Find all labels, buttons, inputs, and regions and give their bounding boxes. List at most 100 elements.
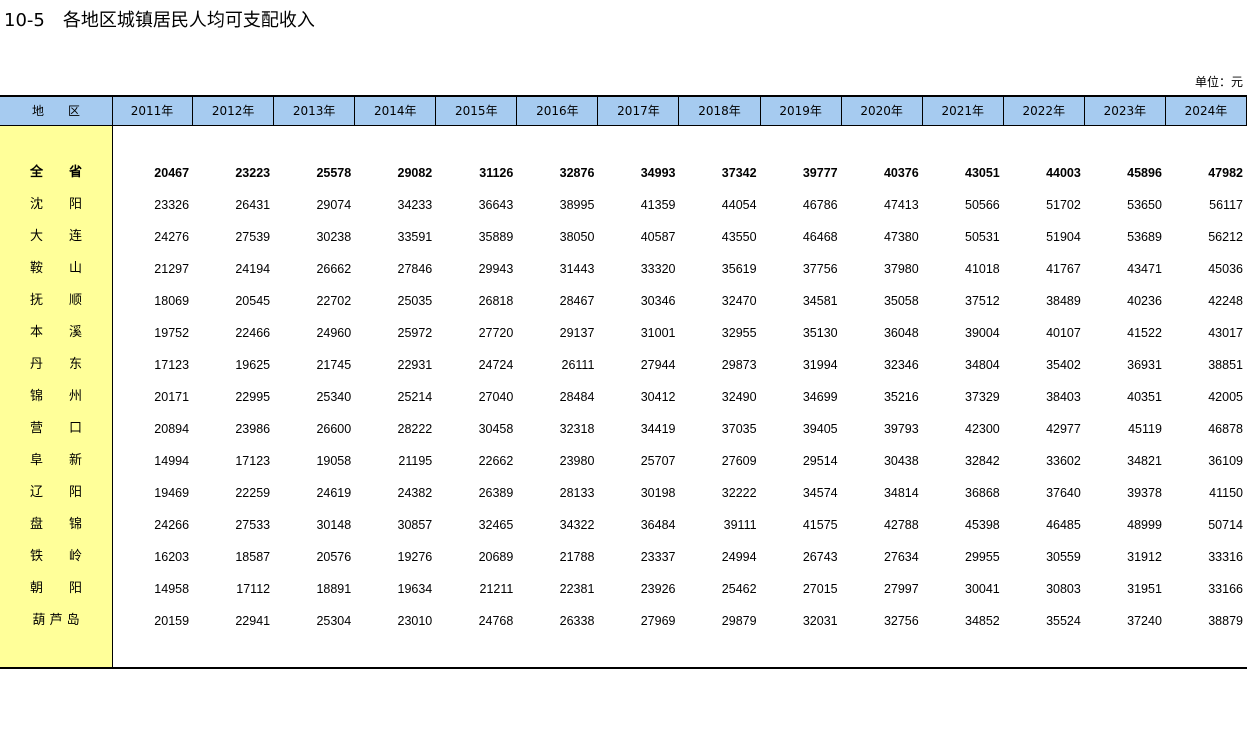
value-cell: 34581 (802, 294, 838, 308)
header-cell: 2021年 (923, 97, 1004, 125)
value-cell: 24768 (478, 614, 514, 628)
value-cell: 26431 (235, 198, 271, 212)
value-cell: 20467 (154, 166, 190, 180)
value-cell: 32756 (883, 614, 919, 628)
value-cell: 41359 (640, 198, 676, 212)
value-cell: 48999 (1127, 518, 1162, 532)
value-cell: 25972 (397, 326, 433, 340)
value-cell: 37342 (721, 166, 757, 180)
value-cell: 20894 (154, 422, 190, 436)
region-cell: 沈 阳 (29, 197, 82, 212)
value-cell: 38995 (559, 198, 595, 212)
value-cell: 19634 (397, 582, 433, 596)
value-cell: 36931 (1127, 358, 1162, 372)
value-cell: 26818 (478, 294, 514, 308)
value-cell: 31951 (1127, 582, 1162, 596)
value-cell: 20689 (478, 550, 514, 564)
value-cell: 30346 (640, 294, 676, 308)
value-cell: 26389 (478, 486, 514, 500)
value-cell: 36109 (1208, 454, 1243, 468)
value-cell: 45398 (965, 518, 1000, 532)
region-cell: 锦 州 (29, 389, 82, 404)
value-cell: 18069 (154, 294, 190, 308)
value-cell: 30803 (1046, 582, 1081, 596)
value-cell: 36484 (640, 518, 676, 532)
value-cell: 47413 (883, 198, 919, 212)
value-cell: 38403 (1046, 390, 1081, 404)
value-cell: 20171 (154, 390, 190, 404)
value-cell: 16203 (154, 550, 190, 564)
value-cell: 22702 (316, 294, 352, 308)
region-cell: 丹 东 (29, 357, 82, 372)
value-cell: 33320 (640, 262, 676, 276)
value-cell: 35130 (802, 326, 838, 340)
value-cell: 56117 (1209, 198, 1243, 212)
value-cell: 42005 (1208, 390, 1243, 404)
header-row (0, 95, 1247, 126)
value-cell: 24194 (235, 262, 271, 276)
value-cell: 44003 (1046, 166, 1081, 180)
region-cell: 盘 锦 (29, 517, 82, 532)
value-cell: 32318 (559, 422, 595, 436)
value-cell: 19625 (235, 358, 271, 372)
value-cell: 30148 (316, 518, 352, 532)
value-cell: 33166 (1208, 582, 1243, 596)
value-cell: 37240 (1127, 614, 1162, 628)
value-cell: 34814 (883, 486, 919, 500)
value-cell: 37756 (802, 262, 838, 276)
value-cell: 35216 (883, 390, 919, 404)
value-cell: 38851 (1208, 358, 1243, 372)
unit: 单位：元 (1194, 75, 1243, 89)
region-cell: 辽 阳 (29, 485, 82, 500)
value-cell: 27609 (721, 454, 757, 468)
value-cell: 30198 (640, 486, 676, 500)
value-cell: 43471 (1127, 262, 1162, 276)
value-cell: 20159 (154, 614, 190, 628)
value-cell: 32490 (721, 390, 757, 404)
value-cell: 27969 (640, 614, 676, 628)
value-cell: 34322 (559, 518, 595, 532)
value-cell: 30559 (1046, 550, 1081, 564)
value-cell: 33602 (1046, 454, 1081, 468)
value-cell: 40587 (640, 230, 676, 244)
value-cell: 25707 (640, 454, 676, 468)
value-cell: 42248 (1208, 294, 1243, 308)
value-cell: 27846 (397, 262, 433, 276)
value-cell: 25578 (316, 166, 352, 180)
value-cell: 29943 (478, 262, 514, 276)
header-cell: 2012年 (193, 97, 275, 125)
region-cell: 全 省 (29, 165, 82, 180)
value-cell: 34419 (640, 422, 676, 436)
value-cell: 40107 (1046, 326, 1081, 340)
value-cell: 22381 (559, 582, 595, 596)
value-cell: 35402 (1046, 358, 1081, 372)
value-cell: 29879 (721, 614, 757, 628)
value-cell: 25462 (721, 582, 757, 596)
value-cell: 21745 (316, 358, 352, 372)
value-cell: 24724 (478, 358, 514, 372)
value-cell: 23337 (640, 550, 676, 564)
value-cell: 37329 (965, 390, 1000, 404)
value-cell: 26743 (802, 550, 838, 564)
value-cell: 30238 (316, 230, 352, 244)
value-cell: 23986 (235, 422, 271, 436)
value-cell: 21788 (559, 550, 595, 564)
value-cell: 23223 (235, 166, 271, 180)
value-cell: 40236 (1127, 294, 1162, 308)
value-cell: 34993 (640, 166, 676, 180)
value-cell: 28222 (397, 422, 433, 436)
value-cell: 27040 (478, 390, 514, 404)
value-cell: 50566 (965, 198, 1000, 212)
value-cell: 51702 (1046, 198, 1081, 212)
value-cell: 50531 (965, 230, 1000, 244)
value-cell: 21195 (398, 454, 433, 468)
value-cell: 51904 (1046, 230, 1081, 244)
value-cell: 25035 (397, 294, 433, 308)
value-cell: 26662 (316, 262, 352, 276)
value-cell: 32465 (478, 518, 514, 532)
value-cell: 50714 (1208, 518, 1243, 532)
value-cell: 14958 (154, 582, 190, 596)
value-cell: 22259 (235, 486, 271, 500)
header-cell: 2013年 (274, 97, 356, 125)
